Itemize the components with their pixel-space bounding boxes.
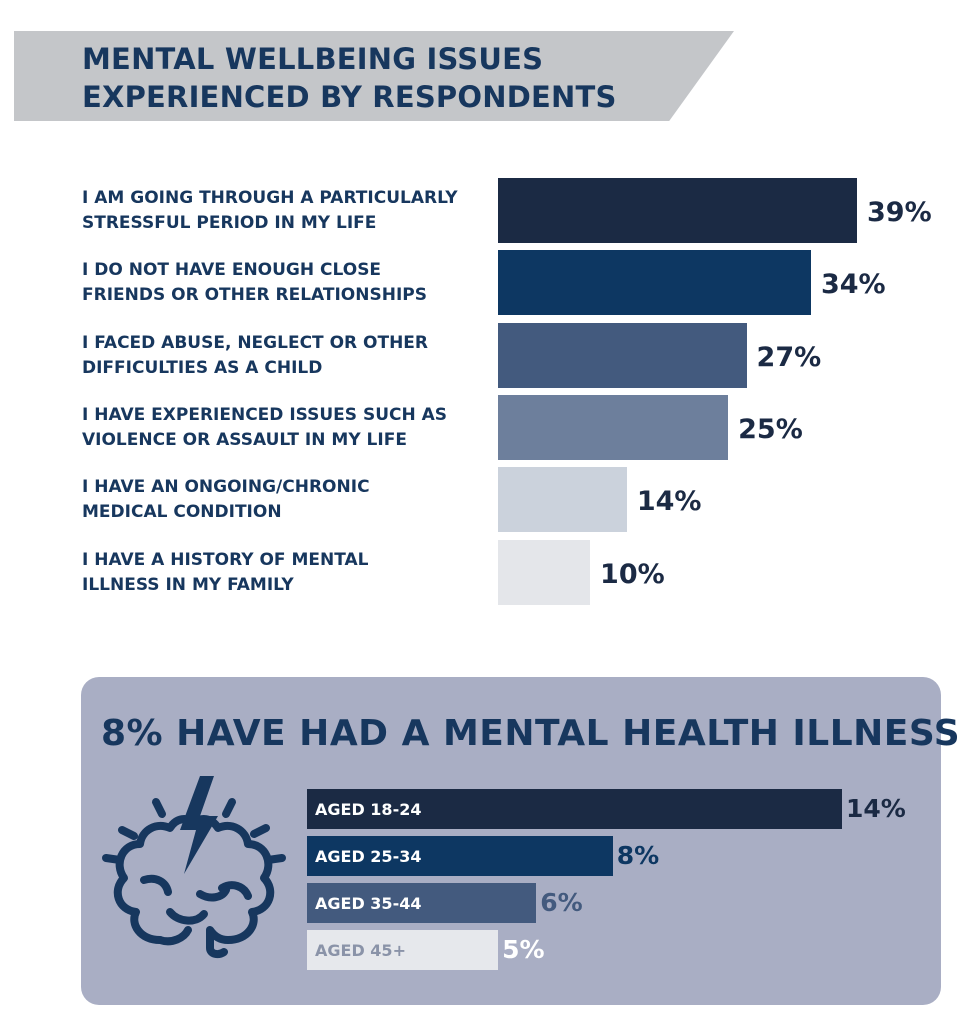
age-bar: AGED 45+ — [307, 930, 499, 970]
bar-value-label: 39% — [867, 197, 932, 228]
bar-value-label: 25% — [738, 413, 803, 445]
chart-title-line-1: MENTAL WELLBEING ISSUES — [82, 42, 544, 76]
bar — [498, 178, 857, 243]
age-bar-value-label: 14% — [846, 794, 906, 823]
bar-label-line: VIOLENCE OR ASSAULT IN MY LIFE — [82, 429, 407, 450]
bar-label-line: FRIENDS OR OTHER RELATIONSHIPS — [82, 285, 427, 306]
panel-title: 8% HAVE HAD A MENTAL HEALTH ILLNESS — [101, 713, 961, 754]
bar-value-label: 10% — [600, 558, 665, 590]
bar-value-label: 27% — [756, 341, 822, 373]
bar-label-line: ILLNESS IN MY FAMILY — [82, 574, 294, 595]
bar-label-line: DIFFICULTIES AS A CHILD — [82, 357, 323, 378]
bar-label-line: I HAVE EXPERIENCED ISSUES SUCH AS — [82, 404, 448, 425]
chart-title-line-2: EXPERIENCED BY RESPONDENTS — [82, 80, 617, 114]
bar-label: I DO NOT HAVE ENOUGH CLOSE FRIENDS OR OTH… — [82, 258, 482, 308]
age-bar: AGED 25-34 — [307, 836, 613, 876]
bar-label-line: I FACED ABUSE, NEGLECT OR OTHER — [82, 332, 429, 353]
age-bar-value-label: 6% — [540, 888, 583, 917]
age-bar-label: AGED 45+ — [315, 940, 406, 960]
bar — [498, 539, 591, 605]
bar-label: I HAVE AN ONGOING/CHRONIC MEDICAL CONDITI… — [82, 475, 482, 525]
bar — [498, 467, 627, 533]
bar-value-label: 14% — [636, 486, 702, 518]
bar — [498, 322, 747, 388]
age-bar-label: AGED 18-24 — [315, 799, 422, 819]
age-bar-value-label: 8% — [616, 841, 660, 870]
age-bar-label: AGED 25-34 — [315, 846, 422, 866]
bar-label-line: I AM GOING THROUGH A PARTICULARLY — [82, 188, 458, 208]
bar-label-line: STRESSFUL PERIOD IN MY LIFE — [82, 213, 377, 233]
bar-label: I FACED ABUSE, NEGLECT OR OTHER DIFFICULT… — [82, 331, 482, 381]
bar-label-line: I HAVE A HISTORY OF MENTAL — [82, 549, 369, 570]
chart-title: MENTAL WELLBEING ISSUES EXPERIENCED BY R… — [82, 40, 617, 116]
title-banner — [14, 31, 734, 121]
bar-label-line: MEDICAL CONDITION — [82, 502, 282, 523]
bar-label-line: I HAVE AN ONGOING/CHRONIC — [82, 477, 370, 498]
bar-value-label: 34% — [820, 269, 886, 301]
age-bar-label: AGED 35-44 — [315, 893, 422, 913]
bar-label-line: I DO NOT HAVE ENOUGH CLOSE — [82, 260, 382, 281]
brain-lightning-icon — [102, 776, 286, 959]
bar-label: I AM GOING THROUGH A PARTICULARLY STRESSF… — [82, 186, 482, 236]
bar-label: I HAVE EXPERIENCED ISSUES SUCH AS VIOLENC… — [82, 403, 482, 453]
age-bar: AGED 18-24 — [307, 789, 842, 829]
age-bar: AGED 35-44 — [307, 883, 537, 923]
age-bar-value-label: 5% — [502, 935, 545, 964]
bar — [498, 394, 729, 460]
bar — [498, 250, 811, 316]
bar-label: I HAVE A HISTORY OF MENTAL ILLNESS IN MY … — [82, 548, 482, 598]
